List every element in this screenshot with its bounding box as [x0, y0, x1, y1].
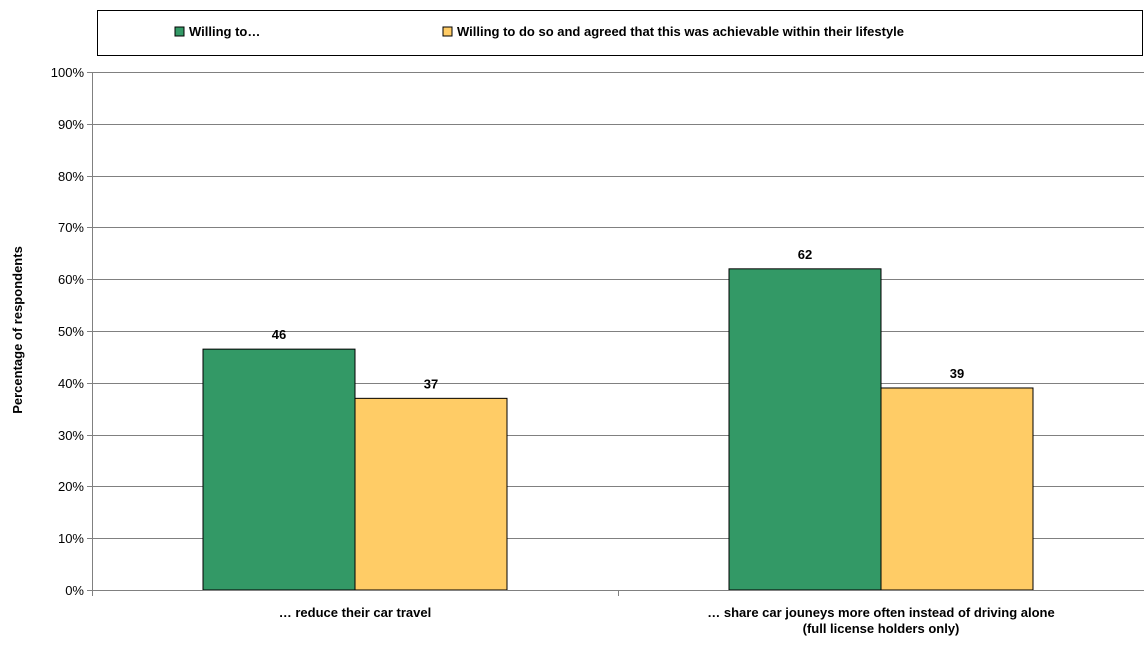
data-label: 37: [424, 376, 438, 391]
y-tick-label: 70%: [58, 220, 84, 235]
y-tick-label: 20%: [58, 479, 84, 494]
y-tick-label: 100%: [51, 65, 85, 80]
x-category-label: … reduce their car travel: [279, 605, 431, 620]
legend-label: Willing to…: [189, 24, 260, 39]
data-label: 39: [950, 366, 964, 381]
y-tick-label: 50%: [58, 324, 84, 339]
legend-swatch: [442, 26, 453, 37]
bar: [880, 387, 1034, 591]
y-axis-title: Percentage of respondents: [10, 246, 25, 414]
y-tick-label: 10%: [58, 531, 84, 546]
legend: Willing to… Willing to do so and agreed t…: [97, 10, 1143, 56]
y-tick-label: 30%: [58, 428, 84, 443]
data-label: 46: [272, 327, 286, 342]
x-category-label: (full license holders only): [803, 621, 960, 636]
legend-swatch: [174, 26, 185, 37]
data-label: 62: [798, 247, 812, 262]
y-tick-label: 0%: [65, 583, 84, 598]
bar: [202, 348, 356, 591]
y-tick-label: 60%: [58, 272, 84, 287]
bar: [728, 268, 882, 591]
y-tick-label: 40%: [58, 376, 84, 391]
bars: [202, 268, 1034, 591]
axes: [87, 72, 1144, 596]
y-tick-label: 90%: [58, 117, 84, 132]
y-tick-label: 80%: [58, 169, 84, 184]
bar: [354, 397, 508, 591]
x-category-label: … share car jouneys more often instead o…: [707, 605, 1054, 620]
legend-box: [97, 10, 1143, 56]
legend-label: Willing to do so and agreed that this wa…: [457, 24, 904, 39]
labels: 0% 10% 20% 30% 40% 50% 60% 70% 80% 90% 100% 46 37 … r…: [51, 65, 1055, 636]
